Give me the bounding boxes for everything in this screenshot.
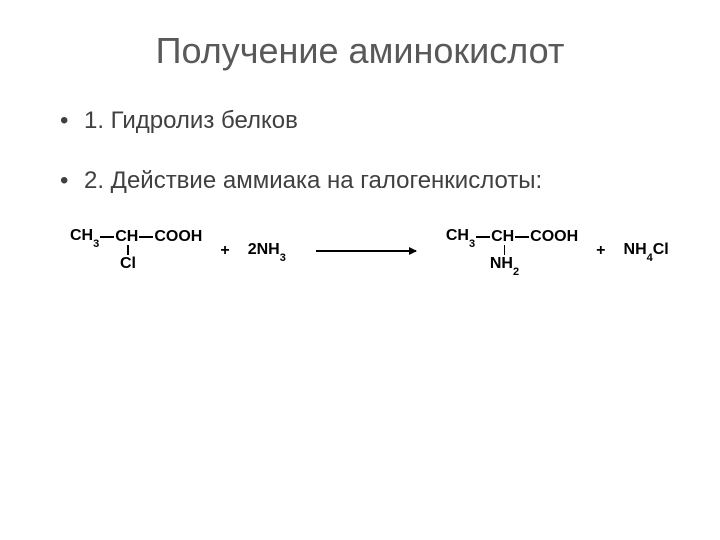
bond [100, 236, 114, 238]
bullet-list: 1. Гидролиз белков 2. Действие аммиака н… [40, 107, 680, 195]
reaction-arrow [316, 250, 416, 252]
product-2: NH4Cl [624, 241, 669, 261]
formula-ch3: CH3 [70, 227, 99, 247]
slide-title: Получение аминокислот [40, 30, 680, 72]
plus-sign: + [220, 242, 229, 260]
bullet-item-2: 2. Действие аммиака на галогенкислоты: [60, 167, 680, 195]
bond [476, 236, 490, 238]
formula-cooh: COOH [154, 228, 202, 246]
formula-ch: CH [491, 228, 514, 246]
reactant-1-substituent: Cl [120, 245, 136, 273]
formula-ch3: CH3 [446, 227, 475, 247]
vertical-bond [504, 245, 506, 255]
plus-sign: + [596, 242, 605, 260]
product-1: CH3 CH COOH NH2 [446, 227, 578, 275]
product-1-substituent: NH2 [490, 245, 519, 275]
vertical-bond [127, 245, 129, 255]
bond [515, 236, 529, 238]
bullet-item-1: 1. Гидролиз белков [60, 107, 680, 135]
formula-ch: CH [115, 228, 138, 246]
substituent-nh2: NH2 [490, 255, 519, 275]
reagent-ammonia: 2NH3 [248, 241, 286, 261]
substituent-cl: Cl [120, 255, 136, 273]
chemical-equation: CH3 CH COOH Cl + 2NH3 CH3 CH COOH NH2 [40, 227, 680, 275]
reactant-1: CH3 CH COOH Cl [70, 227, 202, 275]
formula-cooh: COOH [530, 228, 578, 246]
bond [139, 236, 153, 238]
reactant-1-main: CH3 CH COOH [70, 227, 202, 247]
